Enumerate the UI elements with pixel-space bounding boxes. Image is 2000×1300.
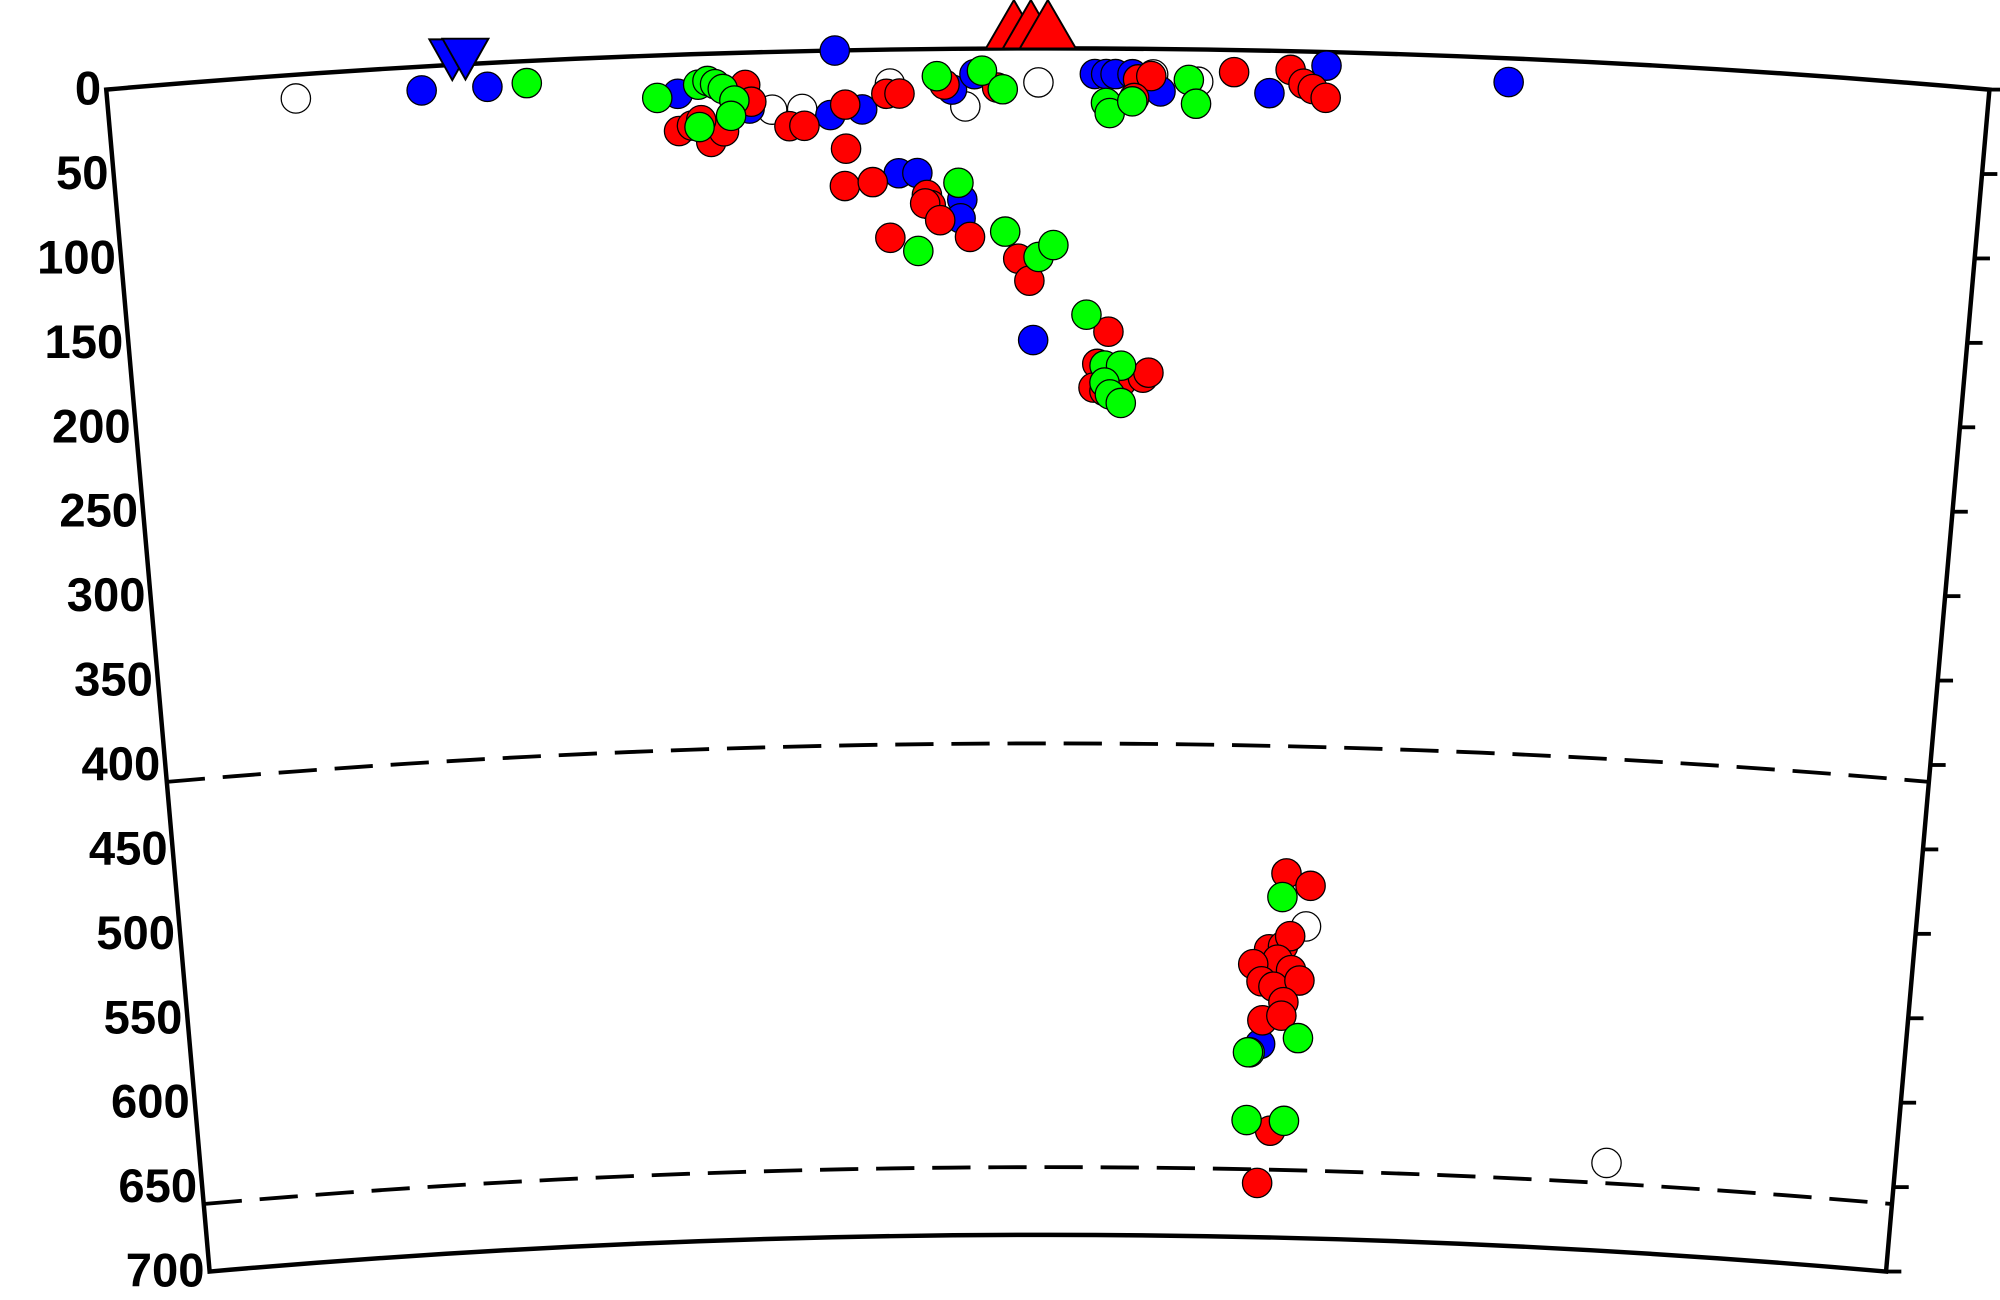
event-point [1133, 357, 1164, 389]
y-tick-label: 100 [37, 231, 116, 284]
discontinuity-line [166, 741, 1930, 784]
discontinuity-line [203, 1165, 1893, 1206]
event-point [1023, 67, 1054, 98]
event-point [943, 167, 974, 199]
event-point [903, 235, 934, 267]
event-point [1105, 387, 1137, 419]
event-point [875, 222, 906, 254]
y-tick-label: 200 [52, 400, 131, 453]
event-point [1116, 86, 1148, 117]
event-point [954, 221, 986, 253]
y-tick-label: 400 [81, 738, 160, 791]
event-point [1295, 870, 1326, 902]
y-tick-label: 350 [74, 654, 153, 707]
event-point [830, 133, 862, 164]
event-point [1493, 66, 1524, 98]
event-point [641, 82, 673, 114]
event-point [1310, 82, 1341, 114]
y-tick-label: 150 [45, 316, 124, 369]
event-point [1267, 881, 1298, 913]
event-point [1254, 77, 1285, 109]
event-point [819, 35, 851, 66]
event-point [1241, 1167, 1273, 1199]
y-tick-label: 600 [111, 1076, 190, 1129]
event-point [884, 78, 915, 109]
section-frame [103, 46, 1992, 1274]
y-tick-label: 450 [89, 822, 168, 875]
event-point [1284, 965, 1315, 996]
y-tick-label: 700 [126, 1245, 205, 1298]
event-point [924, 204, 956, 236]
event-point [472, 71, 503, 103]
event-point [1268, 1105, 1300, 1137]
event-point [857, 166, 889, 198]
event-point [1232, 1036, 1264, 1068]
event-point [280, 83, 312, 114]
y-tick-label: 500 [96, 907, 175, 960]
station-marker [1018, 0, 1078, 50]
event-point [684, 111, 715, 143]
event-point [1218, 56, 1250, 88]
event-point [1231, 1104, 1262, 1136]
event-point [1266, 1000, 1297, 1031]
event-point [1093, 316, 1124, 348]
y-tick-label: 0 [75, 63, 101, 116]
event-point [1180, 88, 1212, 120]
event-point [1282, 1022, 1314, 1054]
event-point [715, 100, 747, 132]
event-point [789, 110, 820, 142]
y-tick-label: 250 [59, 485, 138, 538]
y-tick-label: 550 [104, 991, 183, 1044]
station-marker [440, 37, 491, 82]
event-point [829, 89, 861, 120]
event-point [987, 73, 1019, 105]
event-point [966, 55, 998, 87]
event-point [1071, 299, 1102, 330]
event-point [829, 170, 861, 202]
event-point [1311, 50, 1342, 81]
event-point [1274, 920, 1306, 952]
event-point [511, 67, 543, 99]
event-point [989, 216, 1021, 247]
event-point [1591, 1147, 1622, 1179]
event-point [1038, 229, 1069, 261]
event-point [921, 60, 953, 92]
y-tick-label: 50 [56, 147, 108, 200]
event-point [1135, 60, 1167, 92]
event-point [406, 75, 437, 106]
y-tick-label: 650 [118, 1160, 197, 1213]
event-point [1017, 324, 1049, 356]
y-tick-label: 300 [67, 569, 146, 622]
